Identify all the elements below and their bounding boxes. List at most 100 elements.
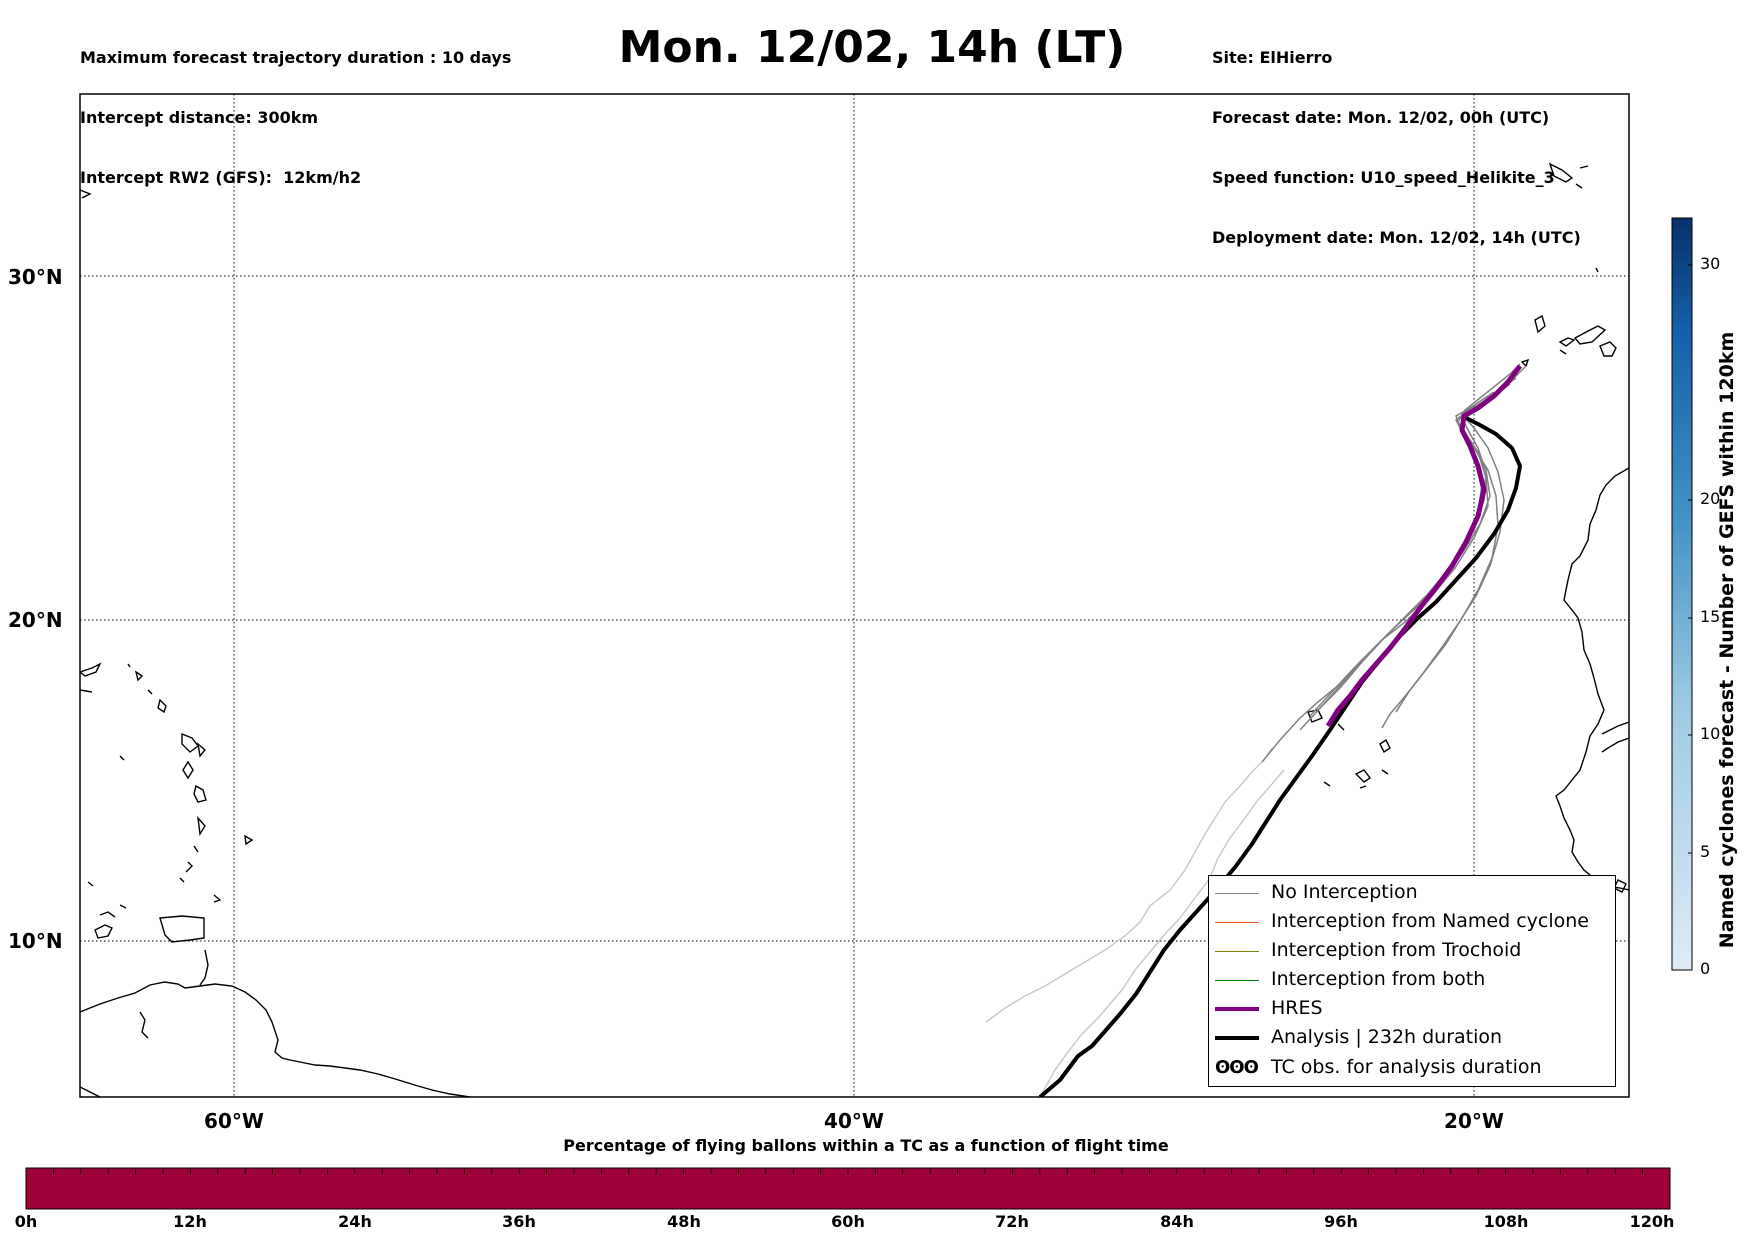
island [99,911,116,918]
map-plot-area [80,94,1629,1097]
coast-segment [199,949,209,986]
page-title: Mon. 12/02, 14h (LT) [0,22,1752,73]
map-legend: No Interception Interception from Named … [1208,875,1616,1087]
header-right-line: Speed function: U10_speed_Helikite_3 [1212,168,1555,187]
timebar-minor-ticks [53,1168,1643,1174]
island [185,861,193,873]
timebar-tick: 84h [1160,1212,1194,1231]
island-cape-verde [1337,723,1345,731]
timebar-tick: 0h [14,1212,38,1231]
timebar-tick: 108h [1483,1212,1529,1231]
trajectory-faded [985,747,1273,1023]
colorbar-label: Named cyclones forecast - Number of GEFS… [1716,331,1738,949]
island [87,881,94,887]
legend-item-tc-obs: ʘʘʘ TC obs. for analysis duration [1209,1054,1615,1082]
timebar-tick: 24h [338,1212,372,1231]
island-la-palma [1534,314,1546,334]
island [244,834,254,846]
lat-label-30n: 30°N [8,265,63,289]
legend-item-hres: HRES [1209,995,1615,1023]
island [1595,267,1599,273]
island [134,670,144,682]
timebar-tick: 48h [667,1212,701,1231]
trajectory-faded [1039,769,1285,1097]
header-right-line: Site: ElHierro [1212,48,1333,67]
lat-label-10n: 10°N [8,929,63,953]
island-barbados [213,894,222,903]
timebar [25,1167,1671,1210]
legend-label: Analysis | 232h duration [1271,1026,1503,1048]
map-frame [79,93,1630,1098]
timebar-tick: 60h [831,1212,865,1231]
legend-label: Interception from Trochoid [1271,939,1522,961]
ensemble-trajectories [1261,363,1527,763]
legend-label: Interception from both [1271,968,1486,990]
lon-label-40w: 40°W [824,1109,884,1133]
legend-label: HRES [1271,997,1323,1019]
header-left-line: Intercept RW2 (GFS): 12km/h2 [80,168,362,187]
trajectory-gray [1299,367,1521,731]
coastlines [80,162,1629,1097]
island [196,742,206,758]
colorbar-tick: 10 [1700,724,1721,743]
island-bermuda-region [80,189,92,199]
header-right-line: Deployment date: Mon. 12/02, 14h (UTC) [1212,228,1581,247]
title-text: Mon. 12/02, 14h (LT) [618,22,1126,73]
legend-swatch [1215,893,1259,894]
header-right-line: Forecast date: Mon. 12/02, 00h (UTC) [1212,108,1550,127]
timebar-tick: 96h [1324,1212,1358,1231]
island-el-hierro [1520,358,1530,368]
legend-item-both: Interception from both [1209,966,1615,994]
colorbar-ticks [1688,264,1692,971]
island-puerto-rico [80,662,102,677]
trajectory-analysis [1038,416,1522,1097]
island-cape-verde [1323,781,1331,787]
island [1559,349,1567,355]
legend-swatch [1215,980,1259,981]
island [1575,183,1583,189]
coast-south-america [80,981,471,1097]
legend-item-no-interception: No Interception [1209,879,1615,907]
island-dominica [182,760,194,780]
colorbar-tick: 15 [1700,607,1721,626]
island [193,845,199,853]
colorbar-tick: 0 [1700,959,1711,978]
island-madeira [1548,162,1574,183]
faded-trajectories [985,747,1285,1097]
header-info-right: Site: ElHierro Forecast date: Mon. 12/02… [1212,8,1581,268]
colorbar-tick: 20 [1700,489,1721,508]
trajectory-gray [1261,363,1521,763]
timebar-tick: 72h [995,1212,1029,1231]
trajectory-hres [1325,364,1522,728]
island-tenerife [1558,337,1576,347]
island-martinique [193,784,207,803]
legend-swatch [1215,951,1259,952]
legend-label: No Interception [1271,881,1418,903]
timebar-title: Percentage of flying ballons within a TC… [563,1136,1169,1155]
legend-item-trochoid: Interception from Trochoid [1209,937,1615,965]
island [119,904,127,909]
header-info-left: Maximum forecast trajectory duration : 1… [80,8,511,208]
island-gran-canaria [1599,341,1617,357]
trajectory-gray [1319,383,1511,709]
timebar-tick: 120h [1629,1212,1675,1231]
legend-swatch [1215,1036,1259,1040]
island-cape-verde [1354,769,1372,783]
island [119,755,125,761]
trajectory-gray [1395,391,1505,713]
legend-label: TC obs. for analysis duration [1271,1056,1542,1078]
island-cape-verde [1359,785,1367,789]
coast-west-africa [1555,467,1629,891]
island-st-lucia [197,815,206,837]
colorbar-tick: 5 [1700,842,1711,861]
coast-segment [1601,737,1629,753]
island-fuerteventura [1573,325,1607,345]
legend-item-analysis: Analysis | 232h duration [1209,1024,1615,1052]
island [179,877,185,883]
island-trinidad-region [159,915,205,943]
tc-obs-symbol: ʘʘʘ [1215,1057,1259,1078]
trajectory-gray [1381,395,1499,729]
colorbar-vertical [1671,217,1693,971]
island-guadeloupe [181,732,199,753]
